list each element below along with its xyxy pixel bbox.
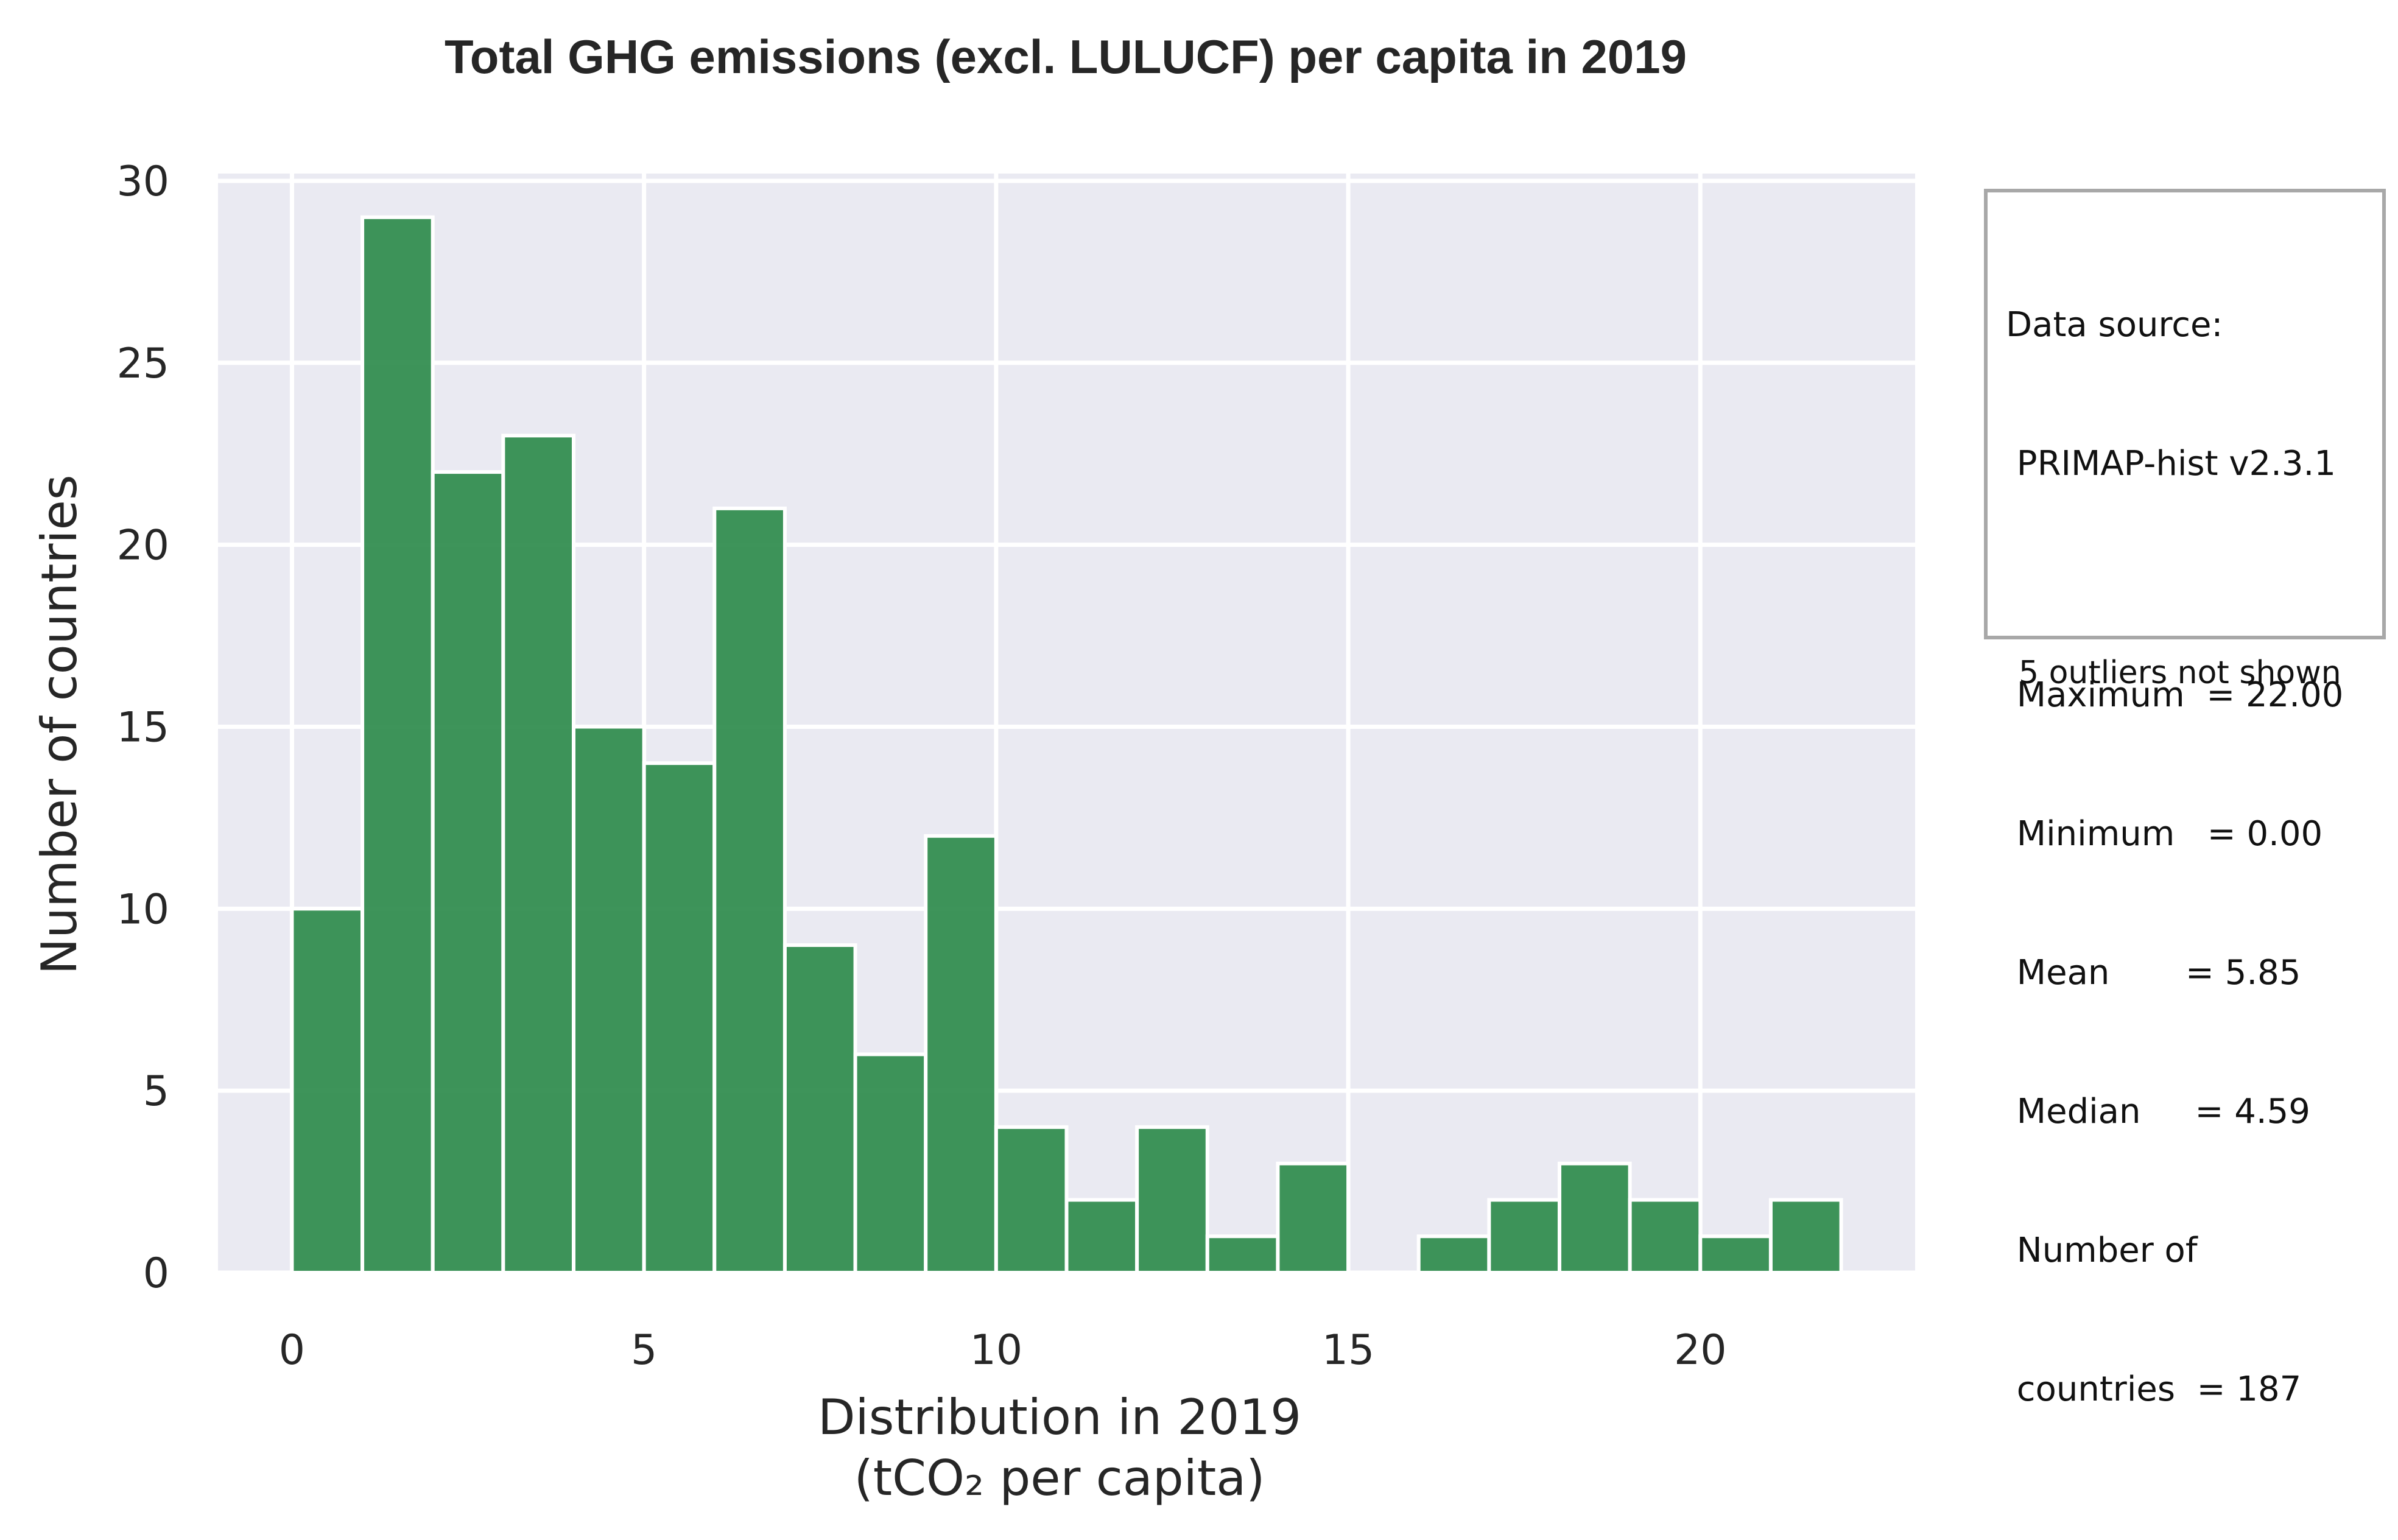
x-tick-label: 0 bbox=[279, 1326, 305, 1374]
histogram-bar bbox=[571, 725, 646, 1275]
histogram-bar bbox=[360, 215, 435, 1275]
histogram-bar bbox=[1205, 1234, 1280, 1275]
histogram-bar bbox=[712, 506, 787, 1275]
x-axis-label-line1: Distribution in 2019 bbox=[818, 1389, 1301, 1446]
y-axis-label: Number of countries bbox=[31, 474, 88, 974]
x-tick-label: 20 bbox=[1674, 1326, 1727, 1374]
chart-title: Total GHG emissions (excl. LULUCF) per c… bbox=[445, 30, 1687, 83]
histogram-bar bbox=[1135, 1125, 1209, 1275]
stats-line: Mean = 5.85 bbox=[2006, 953, 2301, 993]
histogram-bar bbox=[642, 761, 717, 1275]
histogram-bar bbox=[1416, 1234, 1491, 1275]
histogram-bar bbox=[290, 907, 365, 1275]
stats-line: Median = 4.59 bbox=[2006, 1092, 2310, 1131]
outliers-note: 5 outliers not shown bbox=[2019, 655, 2341, 691]
histogram-bar bbox=[1628, 1198, 1703, 1275]
histogram-bar bbox=[1064, 1198, 1139, 1275]
histogram-bar bbox=[1698, 1234, 1773, 1275]
y-tick-label: 10 bbox=[116, 885, 169, 933]
histogram-bar bbox=[431, 470, 505, 1275]
histogram-bar bbox=[1276, 1161, 1351, 1275]
histogram-bar bbox=[1558, 1161, 1632, 1275]
stats-line: PRIMAP-hist v2.3.1 bbox=[2006, 444, 2336, 483]
x-axis-label-line2: (tCO₂ per capita) bbox=[854, 1450, 1265, 1507]
stats-box: Data source: PRIMAP-hist v2.3.1 Maximum … bbox=[1984, 189, 2386, 1409]
stats-line: Number of bbox=[2006, 1231, 2198, 1270]
y-tick-label: 15 bbox=[116, 703, 169, 751]
histogram-bar bbox=[924, 834, 998, 1275]
tick-labels: 0 5 10 15 20 0 5 10 15 20 25 30 bbox=[116, 158, 1726, 1374]
stats-line: Data source: bbox=[2006, 305, 2223, 345]
y-tick-label: 30 bbox=[116, 158, 169, 206]
histogram-bar bbox=[994, 1125, 1069, 1275]
histogram-bar bbox=[1768, 1198, 1843, 1275]
histogram-bar bbox=[782, 943, 857, 1275]
y-tick-label: 25 bbox=[116, 340, 169, 388]
stats-line: Maximum = 22.00 bbox=[2006, 675, 2344, 715]
y-tick-label: 20 bbox=[116, 522, 169, 570]
y-tick-label: 0 bbox=[143, 1250, 169, 1298]
y-tick-label: 5 bbox=[143, 1067, 169, 1116]
bars bbox=[290, 215, 1843, 1275]
histogram-bar bbox=[1487, 1198, 1562, 1275]
histogram-bar bbox=[501, 434, 575, 1275]
stats-line: countries = 187 bbox=[2006, 1369, 2302, 1409]
x-tick-label: 10 bbox=[970, 1326, 1023, 1374]
stats-line: Minimum = 0.00 bbox=[2006, 814, 2323, 854]
x-tick-label: 15 bbox=[1322, 1326, 1375, 1374]
histogram-bar bbox=[853, 1052, 928, 1275]
x-tick-label: 5 bbox=[631, 1326, 657, 1374]
